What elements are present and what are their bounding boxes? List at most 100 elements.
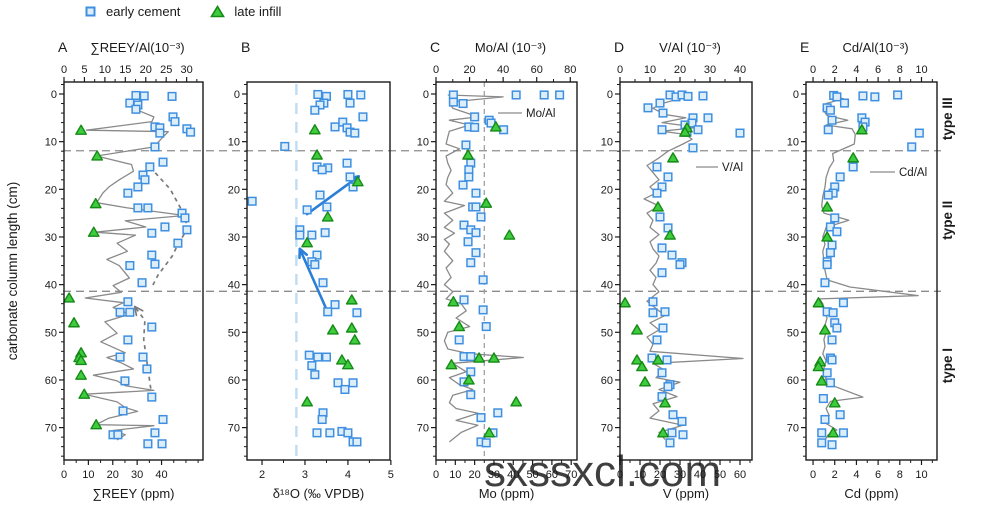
panel-letter: B [241,39,250,55]
y-tick-label: 70 [787,423,799,435]
dashed-trend-line [134,306,153,397]
y-tick-label: 20 [601,184,613,196]
late-infill-point [812,360,825,372]
y-tick-label: 0 [51,89,57,101]
early-cement-point [683,91,693,101]
early-cement-point [247,196,257,206]
early-cement-point [150,428,160,438]
panel-letter: A [58,39,68,55]
early-cement-point [478,305,488,315]
trend-arrowhead [298,247,308,257]
late-infill-point [503,229,516,240]
early-cement-point [476,413,486,423]
late-infill-triangle-icon [210,5,226,18]
early-cement-point [658,323,668,333]
top-tick-label: 25 [160,64,172,76]
top-tick-label: 8 [897,64,903,76]
early-cement-point [823,190,833,200]
y-tick-label: 40 [787,280,799,292]
early-cement-point [145,162,155,172]
late-infill-point [63,292,76,303]
early-cement-point [356,90,366,100]
late-infill-point [89,197,102,209]
late-infill-point [667,152,679,163]
early-cement-point [817,438,827,448]
early-cement-point [302,205,312,215]
early-cement-point [555,90,565,100]
early-cement-point [827,355,837,365]
early-cement-point [466,258,476,268]
early-cement-point [822,260,832,270]
late-infill-point [321,211,334,222]
early-cement-point [652,188,662,198]
y-tick-label: 50 [45,327,57,339]
early-cement-point [158,414,168,425]
early-cement-point [907,142,917,152]
late-infill-point [812,297,825,308]
x-tick-label: 30 [488,469,500,481]
early-cement-point [481,322,491,332]
y-tick-label: 40 [417,280,429,292]
trend-arrowhead [133,305,144,312]
early-cement-point [838,298,848,308]
early-cement-point [825,248,835,258]
y-tick-label: 60 [228,375,240,387]
late-infill-point [488,352,500,363]
early-cement-point [827,335,837,345]
top-tick-label: 15 [119,64,131,76]
early-cement-point [655,98,665,108]
y-tick-label: 0 [423,89,429,101]
early-cement-point [832,323,842,333]
early-cement-point [832,227,842,237]
early-cement-point [348,182,358,192]
x-tick-label: 60 [734,469,746,481]
x-tick-label: 20 [654,469,666,481]
x-tick-label: 60 [546,469,558,481]
late-infill-point [75,124,87,135]
x-tick-label: 30 [131,469,143,481]
late-infill-point [659,397,671,408]
late-infill-point [336,354,348,365]
late-infill-point [847,152,860,163]
early-cement-point [481,438,491,448]
early-cement-point [330,122,340,132]
early-cement-point [352,308,362,318]
early-cement-point [893,90,903,100]
late-infill-point [828,397,841,408]
early-cement-point [827,115,837,125]
y-tick-label: 20 [45,184,57,196]
y-tick-label: 50 [601,327,613,339]
y-tick-label: 20 [228,184,240,196]
early-cement-point [914,128,924,138]
early-cement-point [657,125,667,135]
x-tick-label: 40 [507,469,519,481]
early-cement-point [693,125,703,135]
y-tick-label: 50 [228,327,240,339]
y-tick-label: 10 [228,137,240,149]
early-cement-point [511,90,521,100]
late-infill-point [631,354,643,365]
early-cement-point [663,382,673,392]
early-cement-point [307,361,317,371]
x-tick-label: 2 [259,469,265,481]
early-cement-point [120,376,130,386]
late-infill-point [483,427,496,438]
panel-frame-E [805,81,938,461]
zone-label: type II [940,201,955,240]
early-cement-point [343,428,353,438]
early-cement-point [663,172,673,182]
early-cement-square-icon [85,6,96,17]
y-tick-label: 30 [601,232,613,244]
late-infill-point [664,229,676,240]
top-tick-label: 2 [832,64,838,76]
x-tick-label: 8 [897,469,903,481]
x-tick-label: 70 [565,469,577,481]
late-infill-point [308,124,321,135]
early-cement-point [170,117,180,127]
late-infill-point [342,358,354,370]
early-cement-point [648,297,658,307]
y-tick-label: 30 [45,232,57,244]
early-cement-point [133,182,143,192]
early-cement-point [125,261,135,271]
